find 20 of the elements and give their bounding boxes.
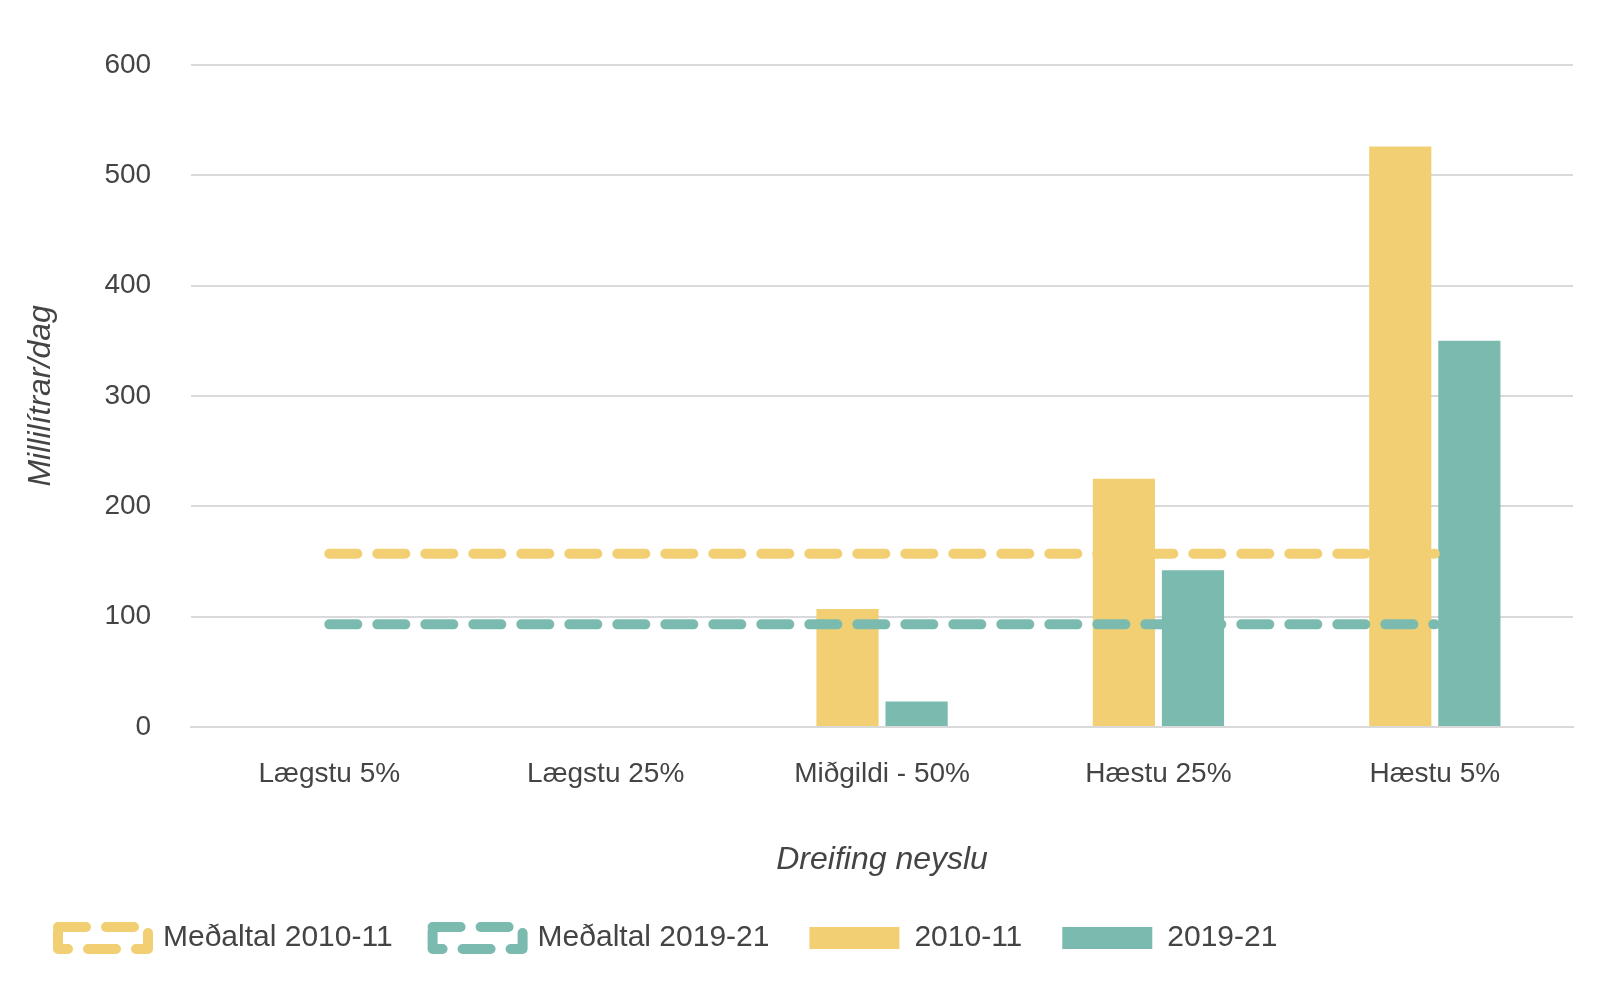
y-tick-label: 600 [104, 47, 152, 79]
x-tick-label: Hæstu 5% [1369, 756, 1501, 788]
legend-label: Meðaltal 2010-11 [163, 919, 393, 953]
legend-label: 2019-21 [1167, 919, 1278, 953]
x-tick-label: Hæstu 25% [1085, 756, 1232, 788]
x-tick-label: Lægstu 5% [258, 756, 401, 788]
y-tick-label: 200 [104, 488, 152, 520]
y-tick-label: 500 [104, 157, 152, 189]
bar [885, 701, 948, 726]
legend-label: Meðaltal 2019-21 [537, 919, 770, 953]
x-tick-label: Miðgildi - 50% [794, 756, 970, 788]
y-tick-label: 300 [104, 378, 152, 410]
legend-label: 2010-11 [914, 919, 1023, 953]
x-axis-title: Dreifing neyslu [776, 839, 989, 876]
y-tick-label: 100 [104, 599, 152, 631]
x-tick-label: Lægstu 25% [527, 756, 685, 788]
y-tick-label: 400 [104, 268, 152, 300]
bar [816, 608, 879, 726]
y-tick-label: 0 [135, 709, 152, 741]
y-axis-title: Millilítrar/dag [21, 305, 58, 487]
